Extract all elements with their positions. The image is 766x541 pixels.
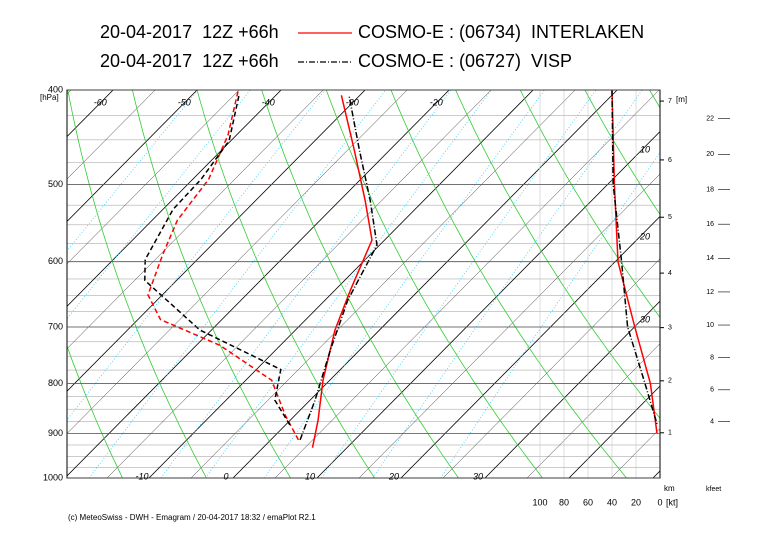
isotherm [526,343,660,478]
kfeet-tick-label: 4 [710,418,714,425]
kfeet-label: kfeet [706,486,721,493]
wind_speed-curve [611,90,658,434]
wind-unit: [kt] [666,497,678,507]
kfeet-tick-label: 16 [706,221,714,228]
dewpoint-curve [144,95,291,426]
kfeet-tick-label: 6 [710,387,714,394]
footer: (c) MeteoSwiss - DWH - Emagram / 20-04-2… [68,513,316,522]
pressure-unit: [hPa] [40,93,59,102]
height-tick-label: 7 [668,98,672,105]
temperature-curve [311,95,373,448]
wind-tick-label: 40 [607,497,617,507]
height-axis-label: km [664,484,675,493]
wind-tick-label: 20 [631,497,641,507]
isotherm [232,90,618,478]
isotherm [568,385,660,478]
y-tick-label: 400 [48,84,63,94]
kfeet-tick-label: 14 [706,255,714,262]
wind-tick-label: 80 [559,497,569,507]
height-tick-label: 6 [668,157,672,164]
temperature-label: 10 [305,471,315,481]
isotherm [316,130,660,478]
isotherm [442,258,660,478]
legend-run: 20-04-2017 12Z +66h [100,22,279,42]
temperature-label: -50 [178,97,191,107]
legend-name: COSMO-E : (06734) INTERLAKEN [358,22,644,42]
temperature-label: 30 [473,471,483,481]
height-tick-label: 3 [668,324,672,331]
mixing-ratio-label: 10 [640,144,650,154]
y-tick-label: 900 [48,428,63,438]
dewpoint-curve [147,90,300,441]
temperature-label: -30 [346,97,359,107]
isotherm [67,90,198,223]
curves [144,90,658,448]
temperature-label: -20 [430,97,443,107]
temperature-label: 20 [388,471,399,481]
isotherm [67,90,240,265]
legend-run: 20-04-2017 12Z +66h [100,51,279,71]
isotherm [190,90,576,478]
y-tick-label: 700 [48,321,63,331]
height-tick-label: 2 [668,378,672,385]
mixing-ratio-label: 30 [640,314,650,324]
kfeet-tick-label: 10 [706,322,714,329]
temperature-label: -10 [135,471,148,481]
legend-name: COSMO-E : (06727) VISP [358,51,572,71]
isotherm [67,90,324,349]
isotherm [67,90,156,180]
isotherm [106,90,492,478]
isotherm [67,90,408,434]
y-tick-label: 1000 [43,472,63,482]
temperature-label: -40 [262,97,275,107]
kfeet-tick-label: 12 [706,289,714,296]
isotherm [67,90,366,392]
height-tick-label: 5 [668,214,672,221]
wind_speed-curve [611,90,658,425]
isotherm [484,300,660,478]
temperature-curve [299,95,378,441]
y-tick-label: 600 [48,256,63,266]
height-tick-label: 4 [668,270,672,277]
kfeet-tick-label: 18 [706,186,714,193]
temperature-label: -60 [94,97,107,107]
y-tick-label: 500 [48,179,63,189]
mixing-ratio-label: 20 [639,231,650,241]
wind-tick-label: 100 [532,497,547,507]
kfeet-tick-label: 20 [706,151,714,158]
isotherm [358,173,660,478]
height-tick-label: 1 [668,430,672,437]
wind-tick-label: 60 [583,497,593,507]
height-unit: [m] [676,95,687,104]
kfeet-tick-label: 22 [706,115,714,122]
y-tick-label: 800 [48,378,63,388]
isotherm [274,90,660,478]
temperature-label: 0 [223,471,228,481]
kfeet-tick-label: 8 [710,355,714,362]
isotherm [400,215,660,478]
wind-tick-label: 0 [657,497,662,507]
isotherm [67,90,450,477]
